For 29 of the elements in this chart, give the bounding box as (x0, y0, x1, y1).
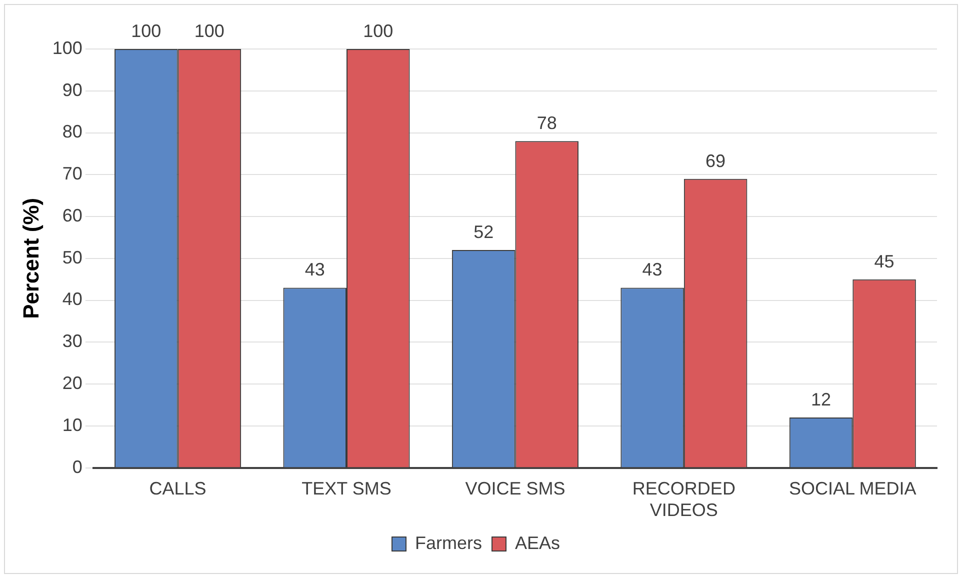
data-label: 52 (474, 222, 494, 242)
y-tick-label: 90 (62, 80, 82, 100)
x-tick-label: TEXT SMS (302, 478, 392, 499)
data-label: 43 (304, 260, 325, 280)
y-tick-label: 40 (62, 289, 82, 310)
data-label: 78 (536, 113, 557, 134)
data-label: 43 (642, 260, 662, 280)
data-label: 45 (874, 251, 894, 272)
y-tick-label: 60 (62, 205, 82, 226)
y-tick-label: 70 (62, 164, 82, 184)
data-label: 100 (363, 20, 394, 41)
y-tick-label: 10 (62, 414, 82, 435)
y-axis-title: Percent (%) (18, 198, 44, 319)
data-label: 12 (810, 390, 832, 410)
y-tick-label: 30 (62, 331, 82, 352)
y-tick-label: 50 (62, 247, 82, 268)
y-tick-label: 20 (62, 373, 82, 394)
y-tick-label: 100 (52, 38, 82, 58)
data-label: 69 (706, 150, 726, 171)
data-label: 100 (131, 20, 162, 41)
x-tick-label: CALLS (149, 478, 206, 499)
legend-label: Farmers (414, 532, 482, 553)
x-tick-label: RECORDED VIDEOS (632, 478, 736, 520)
y-tick-label: 0 (72, 456, 82, 477)
x-tick-label: VOICE SMS (465, 478, 566, 499)
y-tick-label: 80 (62, 122, 82, 142)
data-label: 100 (194, 20, 224, 41)
x-tick-label: SOCIAL MEDIA (788, 478, 916, 499)
legend-label: AEAs (514, 532, 560, 553)
